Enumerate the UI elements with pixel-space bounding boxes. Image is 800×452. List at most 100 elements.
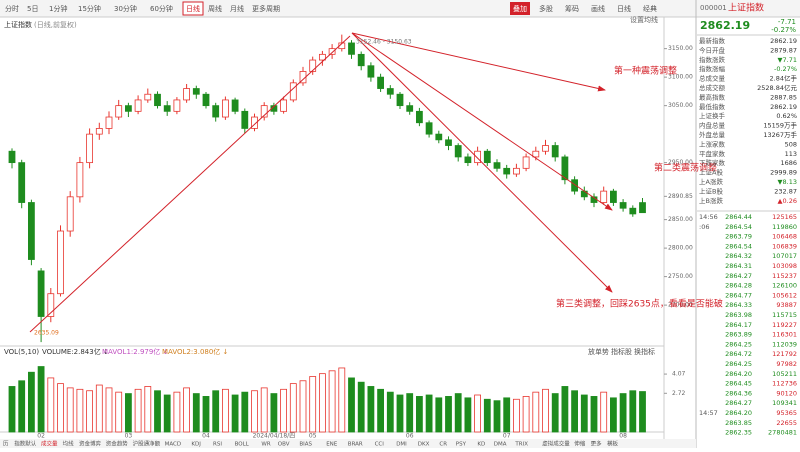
candle-body [415,110,423,124]
tool-button[interactable]: 画线 [591,4,605,13]
indicator-tab[interactable]: 虚拟成交量 [542,440,570,448]
volume-title: VOL(5,10) [4,348,39,356]
period-button[interactable]: 月线 [230,4,244,13]
indicator-tab[interactable]: 横板 [607,440,619,448]
candle-body [192,88,200,95]
period-button[interactable]: 1分钟 [49,4,67,13]
indicator-tab[interactable]: TRIX [514,442,528,448]
trade-volume: 112039 [772,340,797,348]
quote-label: 上证换手 [699,111,726,120]
trade-volume: 103098 [772,262,797,270]
indicator-tab[interactable]: 资金趋势 [106,440,129,448]
indicator-button[interactable]: 换指标 [634,347,655,356]
quote-change-pct: -0.27% [771,26,796,34]
volume-bar [377,388,385,433]
trade-time: :06 [699,223,709,231]
indicator-tab[interactable]: BIAS [299,442,312,448]
indicator-tab[interactable]: OBV [278,442,290,448]
period-button[interactable]: 15分钟 [78,4,101,13]
annotation: 2635.09 [34,330,59,337]
period-button[interactable]: 更多周期 [252,4,280,13]
indicator-tab[interactable]: 指数默认 [14,440,37,448]
trade-price: 2864.72 [725,350,752,358]
period-button[interactable]: 日线 [186,4,200,13]
indicator-tab[interactable]: 更多 [591,440,603,448]
quote-value: 2.84亿手 [770,74,798,83]
candle-body [95,128,103,135]
period-button[interactable]: 60分钟 [150,4,173,13]
trade-volume: 107017 [772,252,797,260]
volume-bar [571,390,578,433]
tool-button[interactable]: 筹码 [565,4,579,13]
x-tick-label: 07 [503,433,511,440]
quote-label: 上涨家数 [699,139,726,148]
indicator-tab[interactable]: BRAR [348,442,363,448]
period-button[interactable]: 周线 [208,4,222,13]
period-button[interactable]: 30分钟 [114,4,137,13]
tool-button[interactable]: 经典 [643,4,657,13]
indicator-tab[interactable]: 均线 [63,440,75,448]
indicator-tab[interactable]: DMA [494,442,507,448]
volume-readout: MAVOL2:3.080亿 ↓ [162,347,228,356]
candle-body [445,139,452,146]
trade-price: 2864.45 [725,380,752,388]
trade-volume: 95365 [776,409,797,417]
quote-value: ▼8.13 [778,178,797,186]
indicator-tab[interactable]: 历 [3,441,9,448]
volume-readout: VOLUME:2.843亿 ↓ [42,347,109,356]
y-tick-label: 2800.00 [668,245,693,252]
volume-bar [47,377,55,433]
indicator-button[interactable]: 放单势 [588,347,609,356]
trade-price: 2864.20 [725,409,752,417]
indicator-tab[interactable]: DKX [418,442,430,448]
indicator-tab[interactable]: PSY [456,442,467,448]
trend-arrow [29,35,351,333]
indicator-tab[interactable]: 成交量 [41,440,58,448]
volume-bar [163,394,171,433]
trade-price: 2863.98 [725,311,752,319]
indicator-tab[interactable]: DMI [396,442,407,448]
indicator-tab[interactable]: 资金博弈 [79,440,102,448]
tool-button[interactable]: 多股 [539,4,553,13]
indicator-tab[interactable]: KD [477,442,485,448]
indicator-tab[interactable]: WR [261,442,270,448]
indicator-tab[interactable]: 伸缩 [574,440,586,448]
candle-body [163,105,171,112]
tool-button[interactable]: 叠加 [513,4,527,13]
tool-button[interactable]: 日线 [617,4,631,13]
indicator-tab[interactable]: 沪股通净额 [133,440,161,448]
volume-bar [425,394,433,433]
trend-arrow [351,32,613,211]
indicator-tab[interactable]: RSI [213,442,222,448]
volume-bar [318,373,326,433]
quote-value: 2999.89 [770,169,797,177]
candle-body [600,190,608,203]
indicator-tab[interactable]: KDJ [191,442,201,448]
indicator-tab[interactable]: MACD [165,442,182,448]
annotation: 第二类震荡调整 [654,162,717,174]
indicator-tab[interactable]: BOLL [235,442,250,448]
trade-time: 14:57 [699,409,718,417]
quote-label: 最高指数 [699,92,726,101]
trade-volume: 105612 [772,291,797,299]
period-button[interactable]: 5日 [27,5,38,13]
candle-body [406,105,414,112]
quote-price: 2862.19 [700,19,750,32]
x-tick-label: 08 [619,433,627,440]
y-tick-label: 2950.00 [668,159,693,166]
candle-body [76,162,84,198]
trade-price: 2864.54 [725,223,752,231]
quote-label: 总成交额 [699,83,726,92]
trade-price: 2864.36 [725,389,752,397]
period-button[interactable]: 分时 [5,4,19,13]
indicator-tab[interactable]: CCI [375,442,385,448]
candle-body [27,202,35,260]
indicator-tab[interactable]: CR [439,442,447,448]
trade-price: 2864.27 [725,272,752,280]
settings-link[interactable]: 设置均线 [630,15,658,24]
candle-body [367,65,375,78]
tool-active [510,2,530,15]
indicator-button[interactable]: 指标股 [611,347,632,356]
indicator-tab[interactable]: ENE [326,442,338,448]
annotation: 3152.46 - 3150.63 [356,39,412,46]
